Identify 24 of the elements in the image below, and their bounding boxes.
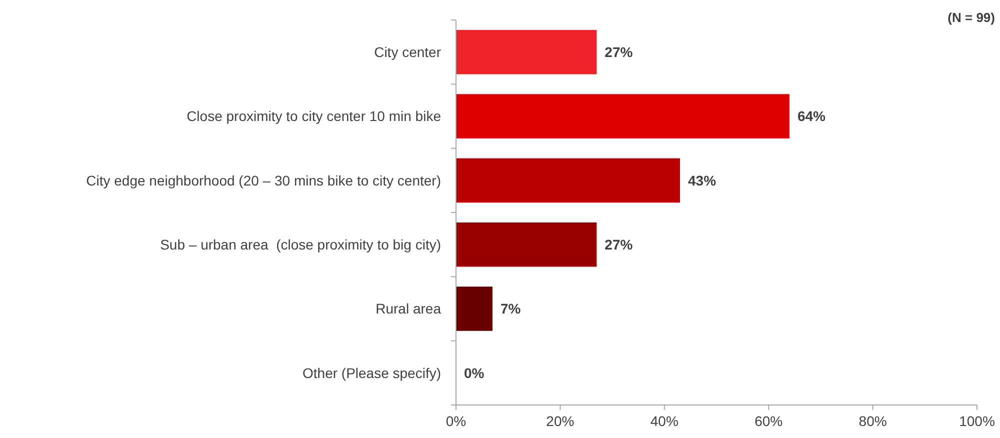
data-label: 27%: [604, 44, 634, 60]
annotation: (N = 99): [948, 10, 995, 25]
y-tick-label: Close proximity to city center 10 min bike: [186, 108, 442, 124]
bar: [456, 94, 790, 138]
y-tick-label: Other (Please specify): [302, 364, 441, 381]
y-tick-label: Rural area: [376, 300, 442, 317]
x-tick-label: 60%: [754, 413, 783, 429]
x-tick-label: 40%: [650, 413, 678, 429]
y-tick-label: City center: [374, 44, 442, 60]
y-tick-label: City edge neighborhood (20 – 30 mins bike to city center): [86, 172, 441, 188]
bar: [456, 286, 492, 331]
bar: [456, 158, 680, 203]
x-tick-label: 0%: [446, 413, 466, 429]
bar: [456, 222, 597, 267]
data-label: 7%: [500, 300, 522, 317]
y-tick-label: Sub – urban area (close proximity to big city): [160, 236, 441, 252]
x-tick-label: 20%: [546, 413, 574, 429]
x-tick-label: 100%: [959, 413, 995, 429]
data-label: 0%: [464, 364, 485, 381]
data-label: 27%: [604, 236, 634, 252]
data-label: 43%: [688, 172, 717, 188]
x-tick-label: 80%: [858, 413, 887, 429]
bar: [456, 30, 597, 74]
data-label: 64%: [797, 108, 826, 124]
